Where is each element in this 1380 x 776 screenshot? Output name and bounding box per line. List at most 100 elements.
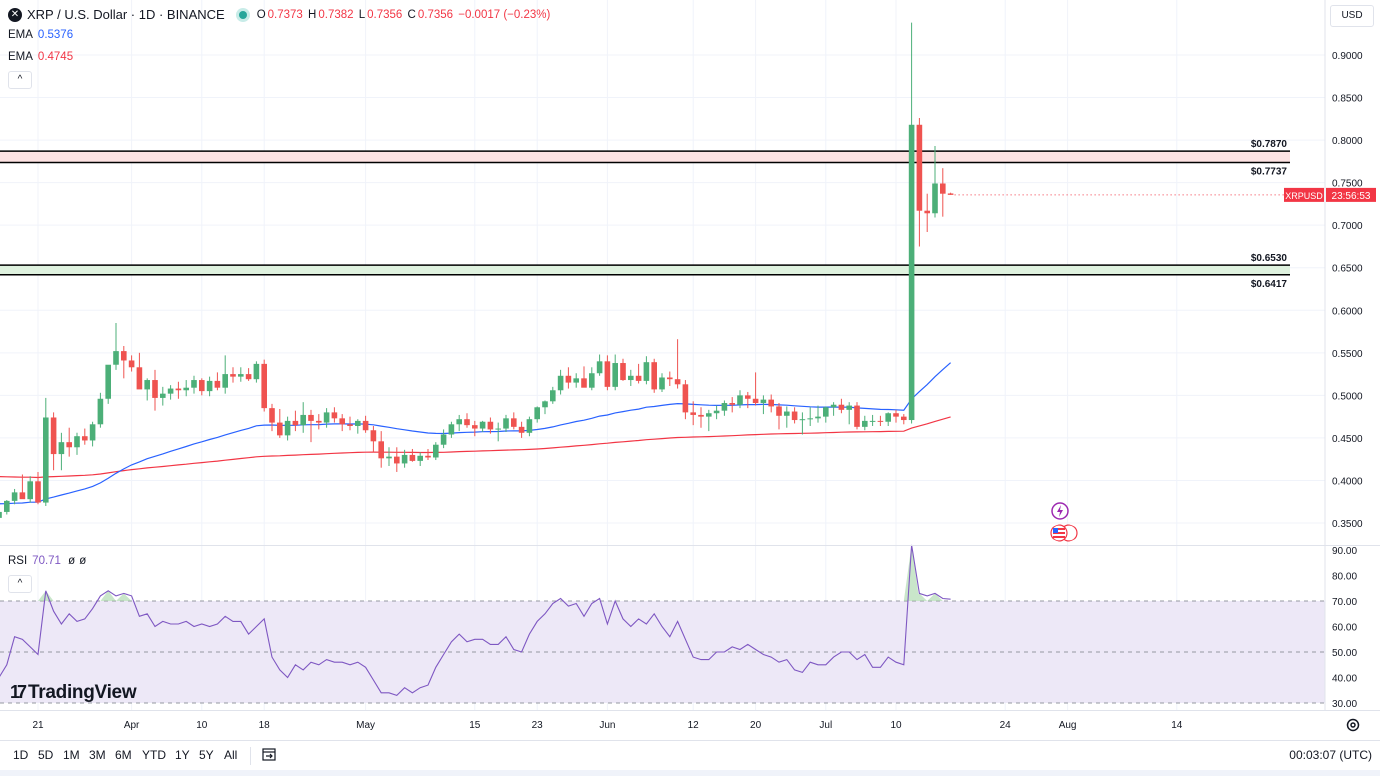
symbol-legend[interactable]: ✕ XRP / U.S. Dollar · 1D · BINANCE O 0.73…	[8, 7, 552, 22]
us-flag-events-icon[interactable]	[1049, 524, 1079, 542]
price-tick-label: 0.6000	[1332, 306, 1363, 317]
candle-body	[643, 362, 650, 381]
candle-body	[620, 363, 626, 381]
candle-body	[277, 422, 283, 436]
rsi-tick-label: 70.00	[1332, 597, 1357, 608]
candle-body	[472, 425, 478, 429]
support-lower-label: $0.6417	[1251, 279, 1288, 290]
last-price-symbol: XRPUSD	[1285, 191, 1323, 201]
time-tick-label: Jun	[599, 720, 615, 731]
candle-body	[183, 387, 189, 391]
candle-body	[799, 419, 806, 421]
candle-body	[862, 420, 868, 427]
candle-body	[191, 380, 197, 388]
price-tick-label: 0.5500	[1332, 349, 1363, 360]
candle-body	[635, 375, 642, 381]
timeframe-5d[interactable]: 5D	[38, 748, 54, 762]
price-tick-label: 0.8500	[1332, 94, 1363, 105]
last-price-countdown-bg	[1326, 187, 1376, 202]
candles: XRPUSD 23:56:53	[0, 22, 1376, 518]
timeframe-ytd[interactable]: YTD	[142, 748, 166, 762]
timeframe-3m[interactable]: 3M	[89, 748, 106, 762]
tradingview-mark-icon: 17	[10, 682, 27, 702]
ema-fast-legend[interactable]: EMA 0.5376	[8, 29, 74, 41]
timeframe-5y[interactable]: 5Y	[199, 748, 214, 762]
candle-body	[394, 456, 400, 464]
price-tick-label: 0.4500	[1332, 434, 1363, 445]
price-tick-label: 0.7000	[1332, 221, 1363, 232]
x-icon: ✕	[8, 7, 22, 22]
market-status-icon	[238, 10, 247, 19]
rsi-tick-label: 60.00	[1332, 623, 1357, 634]
candle-body	[877, 420, 884, 422]
candle-body	[589, 373, 595, 388]
rsi-tick-label: 40.00	[1332, 674, 1357, 685]
candle-body	[659, 377, 665, 390]
time-tick-label: 21	[32, 720, 44, 731]
candle-body	[901, 416, 907, 421]
ema-slow-legend[interactable]: EMA 0.4745	[8, 51, 74, 63]
candle-body	[97, 398, 104, 425]
candle-body	[518, 426, 525, 433]
candle-body	[0, 511, 2, 518]
tradingview-logo[interactable]: 17 TradingView	[10, 682, 137, 703]
candle-body	[425, 455, 431, 458]
timeframe-6m[interactable]: 6M	[115, 748, 132, 762]
candle-body	[854, 405, 860, 427]
candle-body	[838, 404, 845, 410]
candle-body	[651, 362, 657, 390]
rsi-band	[0, 601, 1325, 703]
settings-gear-icon[interactable]	[1344, 716, 1362, 734]
price-tick-label: 0.3500	[1332, 519, 1363, 530]
timeframe-1y[interactable]: 1Y	[175, 748, 190, 762]
candle-body	[550, 390, 556, 402]
candle-body	[339, 418, 345, 425]
candle-body	[721, 403, 728, 411]
utc-clock[interactable]: 00:03:07 (UTC)	[1289, 748, 1372, 762]
candle-body	[323, 412, 330, 423]
candle-body	[667, 377, 673, 380]
candle-body	[409, 454, 416, 461]
candle-body	[768, 399, 774, 407]
candle-body	[238, 374, 244, 377]
time-tick-label: 12	[688, 720, 700, 731]
timeframe-all[interactable]: All	[224, 748, 238, 762]
candle-body	[89, 424, 96, 441]
candle-body	[698, 414, 704, 417]
candle-body	[355, 420, 361, 426]
candle-body	[542, 401, 548, 408]
candle-body	[784, 411, 790, 416]
price-tick-label: 0.8000	[1332, 136, 1363, 147]
candle-body	[448, 424, 455, 435]
time-tick-label: Apr	[124, 720, 140, 731]
time-tick-label: 14	[1171, 720, 1183, 731]
candle-body	[300, 414, 306, 426]
last-price-countdown: 23:56:53	[1332, 191, 1371, 202]
candle-body	[823, 407, 829, 417]
candle-body	[214, 380, 221, 388]
candle-body	[222, 374, 228, 388]
date-range-icon[interactable]	[262, 747, 276, 761]
candle-body	[308, 414, 314, 421]
candle-body	[386, 456, 392, 459]
collapse-legend-button[interactable]: ^	[8, 71, 32, 89]
candle-body	[573, 378, 579, 383]
currency-button[interactable]: USD	[1330, 5, 1374, 27]
candle-body	[604, 361, 611, 387]
candle-body	[760, 399, 767, 404]
support-zone	[0, 265, 1290, 275]
candle-body	[316, 420, 322, 423]
timeframe-1d[interactable]: 1D	[13, 748, 29, 762]
candle-body	[35, 481, 41, 503]
resistance-zone	[0, 151, 1290, 163]
lightning-event-icon[interactable]	[1051, 502, 1069, 520]
candle-body	[50, 417, 57, 455]
ohlc-values: O 0.7373 H 0.7382 L 0.7356 C 0.7356 −0.0017 …	[256, 8, 551, 21]
candle-body	[807, 418, 813, 420]
axes: 0.9000 0.8500 0.8000 0.7500 0.7000 0.6500 0.60…	[0, 0, 1380, 731]
collapse-rsi-button[interactable]: ^	[8, 575, 32, 593]
candle-body	[74, 436, 80, 448]
timeframe-1m[interactable]: 1M	[63, 748, 80, 762]
